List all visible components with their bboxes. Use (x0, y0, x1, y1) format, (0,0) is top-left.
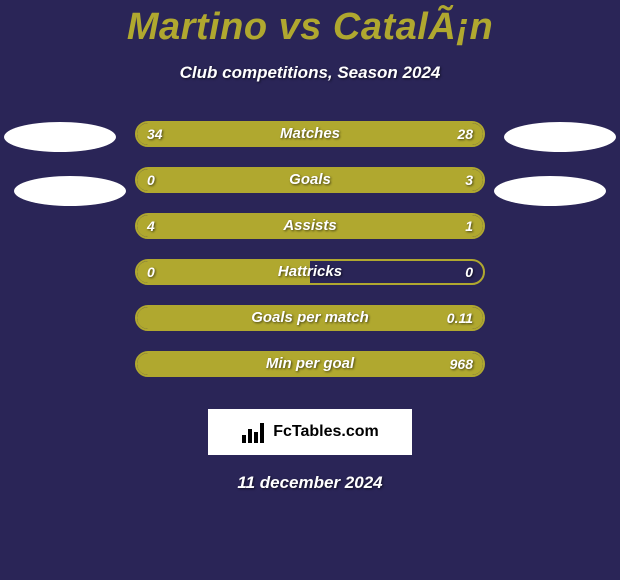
footer-brand-box: FcTables.com (208, 409, 412, 455)
value-right: 3 (465, 167, 473, 193)
bar-label: Hattricks (135, 259, 485, 285)
stat-row-min-per-goal: Min per goal 968 (135, 351, 485, 397)
bar-label: Goals (135, 167, 485, 193)
stat-row-goals-per-match: Goals per match 0.11 (135, 305, 485, 351)
avatar-right-2 (494, 176, 606, 206)
avatar-right-1 (504, 122, 616, 152)
avatar-left-1 (4, 122, 116, 152)
bar-label: Matches (135, 121, 485, 147)
value-right: 1 (465, 213, 473, 239)
stat-row-assists: 4 Assists 1 (135, 213, 485, 259)
bar-label: Assists (135, 213, 485, 239)
stat-row-matches: 34 Matches 28 (135, 121, 485, 167)
stat-row-goals: 0 Goals 3 (135, 167, 485, 213)
value-right: 28 (457, 121, 473, 147)
bars-chart-icon (241, 421, 267, 443)
page-title: Martino vs CatalÃ¡n (0, 0, 620, 49)
value-right: 0.11 (447, 305, 473, 331)
footer-date: 11 december 2024 (0, 473, 620, 493)
page-subtitle: Club competitions, Season 2024 (0, 63, 620, 83)
bar-label: Min per goal (135, 351, 485, 377)
stat-row-hattricks: 0 Hattricks 0 (135, 259, 485, 305)
footer-brand-text: FcTables.com (273, 423, 379, 441)
bar-label: Goals per match (135, 305, 485, 331)
stats-rows: 34 Matches 28 0 Goals 3 4 Assists 1 0 Ha… (135, 121, 485, 397)
value-right: 0 (465, 259, 473, 285)
value-right: 968 (450, 351, 473, 377)
avatar-left-2 (14, 176, 126, 206)
